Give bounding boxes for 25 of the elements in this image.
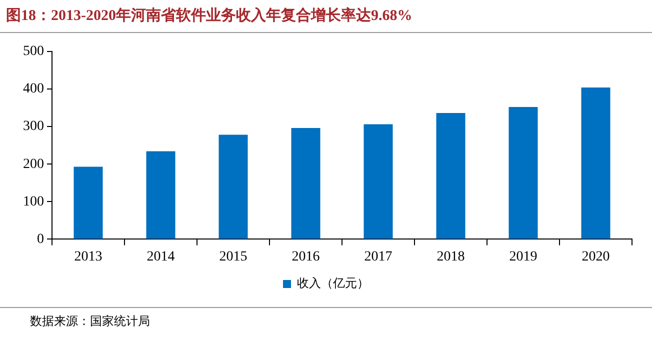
bar [581, 87, 610, 239]
y-tick-label: 300 [23, 119, 44, 134]
bar [218, 134, 248, 239]
x-tick-label: 2016 [292, 249, 320, 264]
bar [364, 124, 393, 239]
legend-label: 收入（亿元） [297, 276, 369, 290]
x-tick-label: 2019 [509, 249, 538, 264]
bar [436, 113, 466, 239]
x-tick-label: 2017 [364, 249, 392, 264]
y-tick-label: 0 [37, 232, 44, 247]
chart-title: 图18：2013-2020年河南省软件业务收入年复合增长率达9.68% [6, 6, 412, 25]
y-tick-label: 200 [23, 156, 44, 172]
x-tick-label: 2020 [582, 249, 610, 264]
bar [291, 128, 320, 239]
bar [508, 106, 538, 239]
x-tick-label: 2013 [74, 249, 102, 264]
bar [146, 151, 176, 239]
y-tick-label: 100 [23, 194, 44, 210]
y-tick-label: 400 [23, 82, 44, 97]
x-tick-label: 2018 [436, 249, 465, 264]
x-tick-label: 2015 [219, 249, 248, 264]
source-note: 数据来源：国家统计局 [30, 313, 150, 330]
x-tick-label: 2014 [146, 249, 175, 264]
y-tick-label: 500 [23, 44, 44, 60]
bar [74, 166, 103, 239]
